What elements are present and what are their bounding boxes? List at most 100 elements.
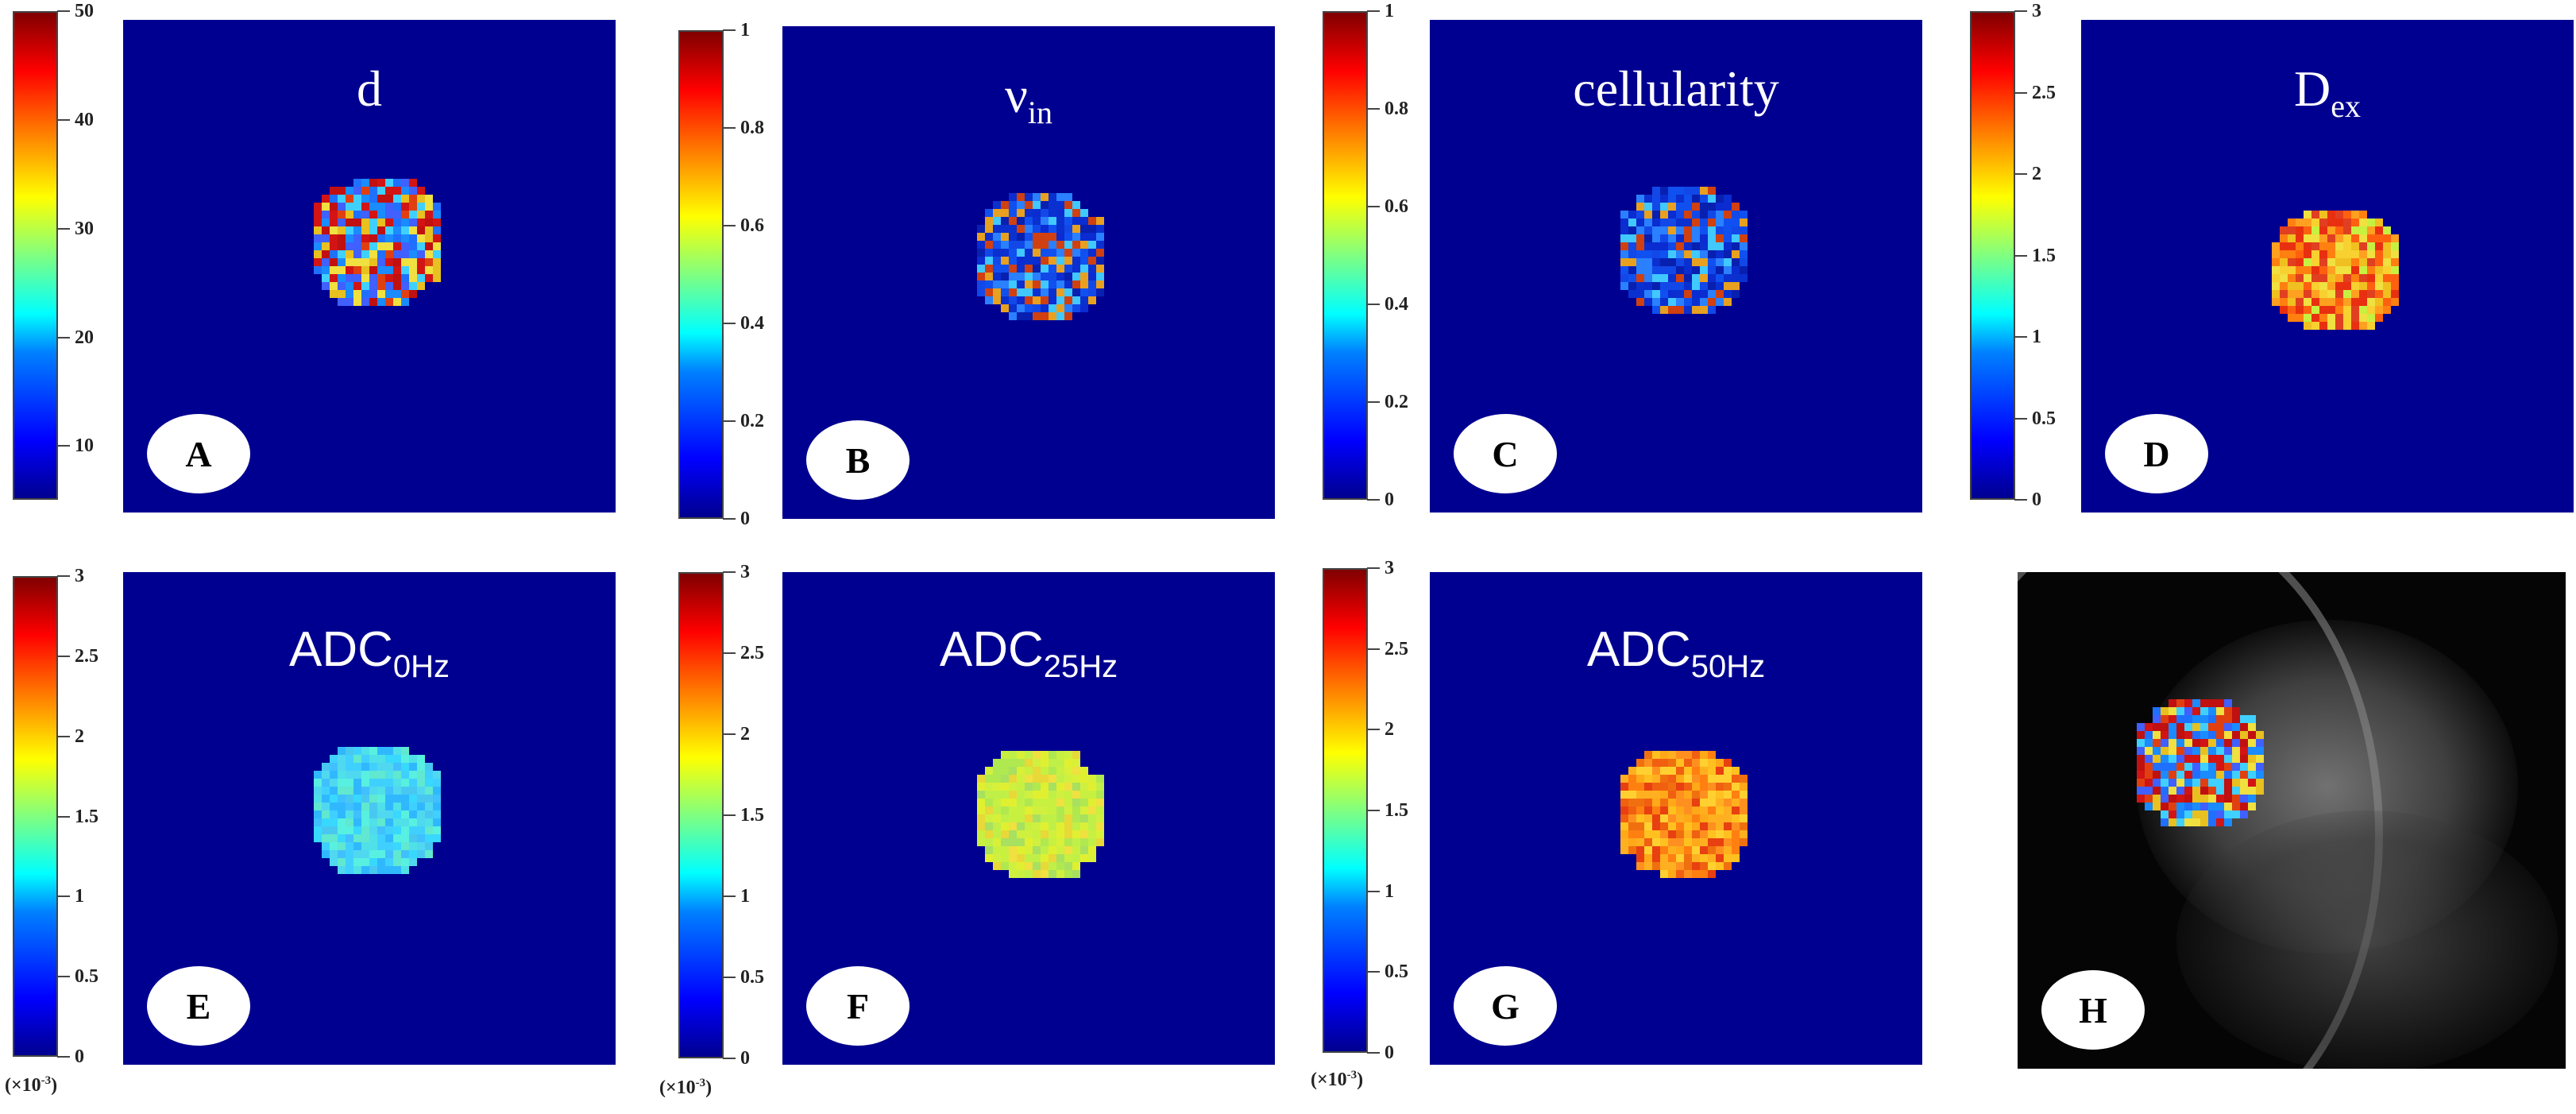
tumor-voxel bbox=[330, 826, 338, 834]
tumor-voxel bbox=[1080, 814, 1088, 822]
tumor-voxel bbox=[409, 834, 417, 842]
tumor-voxel bbox=[2232, 723, 2240, 731]
tumor-voxel bbox=[2367, 258, 2375, 266]
tumor-voxel bbox=[1072, 806, 1080, 814]
tumor-voxel bbox=[1064, 288, 1072, 296]
tumor-voxel bbox=[393, 250, 401, 258]
tumor-voxel bbox=[330, 219, 338, 226]
tumor-voxel bbox=[2137, 763, 2145, 771]
tumor-voxel bbox=[1724, 250, 1732, 258]
tumor-voxel bbox=[314, 795, 322, 803]
tumor-voxel bbox=[1700, 799, 1708, 806]
tumor-voxel bbox=[401, 826, 409, 834]
tumor-voxel bbox=[377, 858, 385, 866]
tumor-voxel bbox=[2145, 803, 2153, 810]
tumor-voxel bbox=[2343, 234, 2351, 242]
tumor-voxel bbox=[314, 211, 322, 219]
tumor-voxel bbox=[409, 842, 417, 850]
tumor-voxel bbox=[1620, 234, 1628, 242]
tumor-voxel bbox=[2169, 818, 2176, 826]
tumor-voxel bbox=[1033, 257, 1041, 265]
tumor-voxel bbox=[1732, 203, 1740, 211]
tumor-voxel bbox=[1096, 241, 1104, 249]
tumor-voxel bbox=[1692, 250, 1700, 258]
tumor-voxel bbox=[2343, 306, 2351, 314]
panel-g-title-sub: 50Hz bbox=[1690, 649, 1766, 684]
tumor-voxel bbox=[2248, 803, 2256, 810]
tumor-voxel bbox=[2375, 234, 2383, 242]
tumor-voxel bbox=[1620, 783, 1628, 791]
tumor-voxel bbox=[409, 242, 417, 250]
tumor-voxel bbox=[2161, 779, 2169, 787]
tumor-voxel bbox=[2176, 747, 2184, 755]
tumor-voxel bbox=[993, 791, 1001, 799]
tumor-voxel bbox=[1636, 282, 1644, 290]
tumor-voxel bbox=[2176, 755, 2184, 763]
tumor-voxel bbox=[1088, 846, 1096, 854]
tumor-voxel bbox=[393, 219, 401, 226]
tumor-voxel bbox=[1041, 257, 1049, 265]
tumor-voxel bbox=[1716, 298, 1724, 306]
tumor-voxel bbox=[322, 826, 330, 834]
panel-g-title-main: ADC bbox=[1586, 622, 1691, 677]
tumor-voxel bbox=[1636, 783, 1644, 791]
tumor-voxel bbox=[1684, 234, 1692, 242]
tumor-voxel bbox=[993, 241, 1001, 249]
tumor-voxel bbox=[409, 755, 417, 763]
tumor-voxel bbox=[993, 854, 1001, 862]
tumor-voxel bbox=[2153, 803, 2161, 810]
tumor-voxel bbox=[1644, 258, 1652, 266]
colorbar-a-tick-20: 20 bbox=[57, 327, 94, 348]
tumor-voxel bbox=[330, 795, 338, 803]
tumor-voxel bbox=[353, 266, 361, 274]
tumor-voxel bbox=[409, 282, 417, 290]
tumor-voxel bbox=[2208, 818, 2216, 826]
tumor-voxel bbox=[2359, 226, 2367, 234]
tumor-voxel bbox=[1668, 822, 1676, 830]
tumor-voxel bbox=[1017, 775, 1025, 783]
tumor-voxel bbox=[1096, 257, 1104, 265]
colorbar-d bbox=[1970, 11, 2015, 500]
tumor-voxel bbox=[1056, 217, 1064, 225]
tumor-voxel bbox=[2208, 779, 2216, 787]
tumor-voxel bbox=[1033, 814, 1041, 822]
tumor-voxel bbox=[1009, 767, 1017, 775]
tumor-voxel bbox=[1692, 838, 1700, 846]
tumor-voxel bbox=[2184, 779, 2192, 787]
tumor-voxel bbox=[369, 219, 377, 226]
tumor-voxel bbox=[977, 233, 985, 241]
tumor-voxel bbox=[353, 282, 361, 290]
tumor-voxel bbox=[1692, 814, 1700, 822]
tumor-voxel bbox=[314, 818, 322, 826]
tumor-voxel bbox=[417, 234, 425, 242]
tumor-voxel bbox=[2296, 266, 2304, 274]
tumor-voxel bbox=[2248, 723, 2256, 731]
tumor-voxel bbox=[1684, 862, 1692, 870]
colorbar-b-tick-0.6: 0.6 bbox=[723, 215, 764, 236]
tumor-voxel bbox=[361, 258, 369, 266]
tumor-voxel bbox=[2327, 258, 2335, 266]
tumor-voxel bbox=[1708, 870, 1716, 878]
tumor-voxel bbox=[1684, 266, 1692, 274]
tumor-voxel bbox=[346, 282, 353, 290]
tumor-voxel bbox=[393, 203, 401, 211]
tumor-voxel bbox=[1684, 783, 1692, 791]
tumor-voxel bbox=[322, 242, 330, 250]
tumor-voxel bbox=[1708, 211, 1716, 219]
tumor-voxel bbox=[1700, 767, 1708, 775]
colorbar-g-tick-0.5: 0.5 bbox=[1367, 961, 1408, 983]
panel-c-title-main: cellularity bbox=[1573, 60, 1779, 117]
tumor-voxel bbox=[985, 217, 993, 225]
tumor-voxel bbox=[2335, 242, 2343, 250]
tumor-voxel bbox=[1700, 775, 1708, 783]
tumor-voxel bbox=[1652, 250, 1660, 258]
tumor-voxel bbox=[314, 771, 322, 779]
panel-h-lower-tissue bbox=[2176, 810, 2558, 1069]
tumor-voxel bbox=[338, 282, 346, 290]
panel-d-dex-map: Dex D bbox=[2081, 20, 2574, 513]
tumor-voxel bbox=[385, 826, 393, 834]
tumor-voxel bbox=[1009, 296, 1017, 304]
tumor-voxel bbox=[369, 850, 377, 858]
tumor-voxel bbox=[338, 219, 346, 226]
tumor-voxel bbox=[1676, 822, 1684, 830]
